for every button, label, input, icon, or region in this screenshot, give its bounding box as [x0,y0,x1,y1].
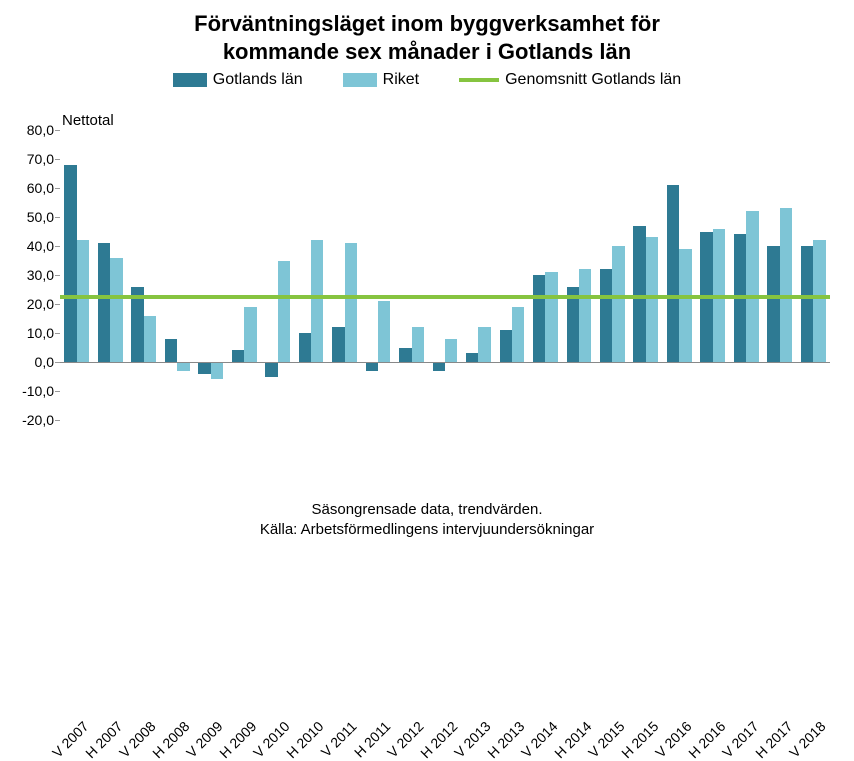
bar [478,327,490,362]
chart-container: Förväntningsläget inom byggverksamhet fö… [0,0,854,562]
title-line-2: kommande sex månader i Gotlands län [20,38,834,66]
bar [64,165,76,362]
bar [612,246,624,362]
bar [412,327,424,362]
bar [813,240,825,362]
avg-line [60,295,830,299]
ytick-mark [55,217,60,218]
ytick-mark [55,188,60,189]
legend-item-avg: Genomsnitt Gotlands län [459,71,681,89]
x-category-label: V 2016 [652,718,695,761]
x-category-label: V 2014 [518,718,561,761]
ytick-mark [55,304,60,305]
bar [332,327,344,362]
x-category-label: H 2014 [551,718,594,761]
x-category-label: H 2015 [618,718,661,761]
x-category-label: H 2010 [283,718,326,761]
bar [579,269,591,362]
ytick-mark [55,275,60,276]
x-category-label: H 2017 [752,718,795,761]
x-category-label: H 2007 [82,718,125,761]
bar [265,362,277,377]
x-category-label: H 2011 [351,718,394,761]
bar [232,350,244,362]
bar [244,307,256,362]
chart-title: Förväntningsläget inom byggverksamhet fö… [20,10,834,65]
bar [746,211,758,362]
ytick-mark [55,333,60,334]
legend-swatch-2 [343,73,377,87]
x-category-label: H 2016 [685,718,728,761]
x-category-label: V 2013 [451,718,494,761]
x-category-label: V 2015 [585,718,628,761]
bar [667,185,679,362]
ytick-mark [55,420,60,421]
bar [801,246,813,362]
chart-footer: Säsongrensade data, trendvärden. Källa: … [0,500,854,541]
x-category-label: H 2012 [417,718,460,761]
bar [77,240,89,362]
legend-label-2: Riket [383,71,419,89]
bar [679,249,691,362]
x-category-label: H 2009 [216,718,259,761]
bar [211,362,223,379]
bar [110,258,122,362]
x-category-label: V 2017 [719,718,762,761]
x-category-label: V 2009 [183,718,226,761]
bar [366,362,378,371]
bar [600,269,612,362]
footer-line-1: Säsongrensade data, trendvärden. [0,500,854,520]
x-category-label: V 2012 [384,718,427,761]
legend-line-3 [459,78,499,82]
bar [198,362,210,374]
ytick-mark [55,130,60,131]
footer-line-2: Källa: Arbetsförmedlingens intervjuunder… [0,520,854,540]
bar [780,208,792,362]
ytick-mark [55,246,60,247]
bar [299,333,311,362]
bars-layer [60,130,830,420]
bar [165,339,177,362]
bar [144,316,156,362]
bar [378,301,390,362]
x-category-label: V 2010 [250,718,293,761]
bar [466,353,478,362]
bar [767,246,779,362]
bar [345,243,357,362]
ytick-mark [55,362,60,363]
bar [98,243,110,362]
bar [512,307,524,362]
x-category-label: V 2011 [318,718,360,760]
x-category-label: H 2008 [149,718,192,761]
legend-swatch-1 [173,73,207,87]
legend-item-riket: Riket [343,71,419,89]
legend-item-gotlands: Gotlands län [173,71,303,89]
bar [278,261,290,363]
bar [646,237,658,362]
bar [500,330,512,362]
bar [177,362,189,371]
bar [311,240,323,362]
bar [533,275,545,362]
bar [399,348,411,363]
bar [433,362,445,371]
bar [545,272,557,362]
y-axis-title: Nettotal [62,112,114,129]
ytick-mark [55,159,60,160]
zero-line [60,362,830,363]
ytick-mark [55,391,60,392]
title-line-1: Förväntningsläget inom byggverksamhet fö… [20,10,834,38]
legend: Gotlands län Riket Genomsnitt Gotlands l… [20,71,834,89]
x-category-label: V 2018 [786,718,829,761]
bar [445,339,457,362]
legend-label-3: Genomsnitt Gotlands län [505,71,681,89]
plot-area: V 2007H 2007V 2008H 2008V 2009H 2009V 20… [60,130,830,420]
legend-label-1: Gotlands län [213,71,303,89]
x-category-label: H 2013 [484,718,527,761]
